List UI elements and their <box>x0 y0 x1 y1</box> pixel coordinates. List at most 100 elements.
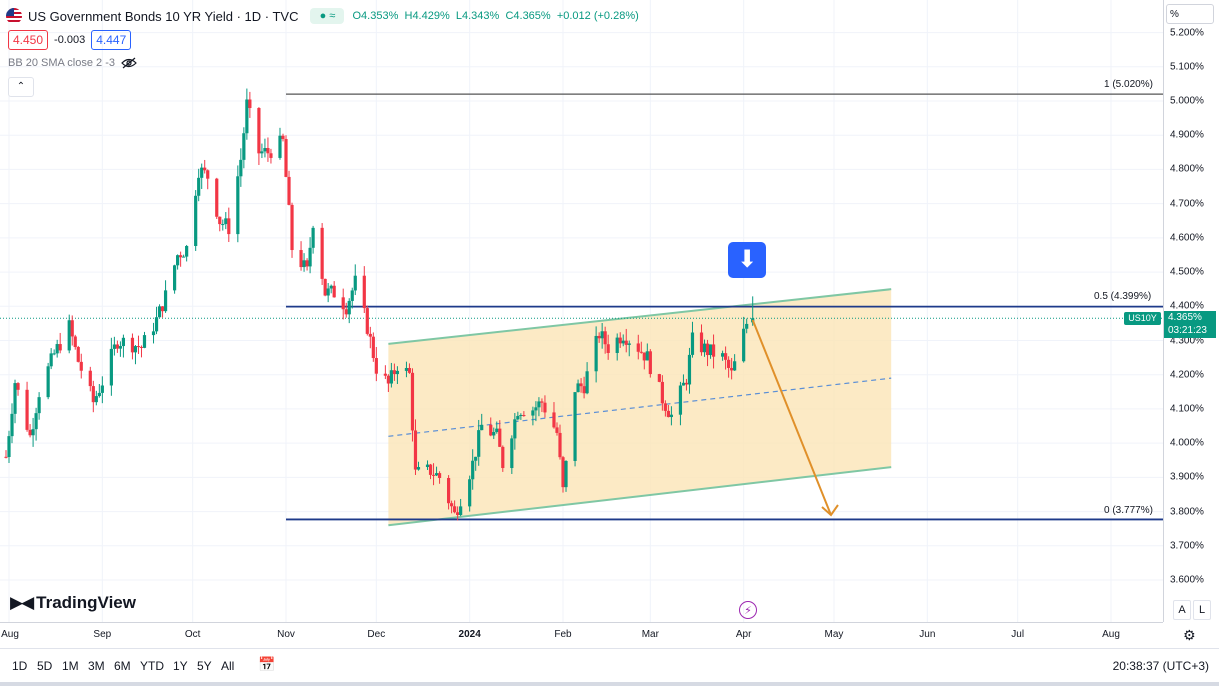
candle-body-2024-02-05 <box>573 392 577 461</box>
candle-body-2024-01-24 <box>537 401 541 408</box>
candle-body-2023-09-20 <box>157 306 162 318</box>
price-chart[interactable] <box>0 0 1163 622</box>
spread-value: -0.003 <box>54 34 86 46</box>
candle-body-2023-12-28 <box>456 512 460 515</box>
candle-body-2023-11-01 <box>284 139 288 177</box>
candle-body-2024-01-10 <box>495 428 499 433</box>
candle-body-2024-01-23 <box>534 407 538 411</box>
candle-body-2023-08-03 <box>13 383 17 414</box>
market-open-icon[interactable]: ● ≈ <box>310 8 345 24</box>
clock[interactable]: 20:38:37 (UTC+3) <box>1112 659 1209 673</box>
candle-body-2024-03-04 <box>657 374 661 382</box>
candle-body-2024-03-20 <box>705 343 710 356</box>
candle-body-2023-09-05 <box>112 344 116 349</box>
time-axis[interactable]: Aug Sep Oct Nov Dec 2024 Feb Mar Apr May Jun Jul Aug <box>0 622 1163 649</box>
range-button-1m[interactable]: 1M <box>62 659 79 673</box>
channel-lower-line <box>388 466 892 527</box>
candle-body-2023-09-29 <box>185 246 189 257</box>
candle-body-2023-08-02 <box>10 413 14 437</box>
range-button-5y[interactable]: 5Y <box>197 659 212 673</box>
candle-body-2023-10-05 <box>203 167 207 171</box>
candle-body-2024-03-26 <box>724 353 728 360</box>
candle-body-2023-08-30 <box>94 396 98 403</box>
candle-body-2024-01-04 <box>477 430 481 457</box>
candle-body-2023-12-26 <box>450 503 454 507</box>
candle-body-2023-09-11 <box>130 337 135 353</box>
candle-body-2024-02-02 <box>564 460 568 488</box>
price-tick-5: 4.100% <box>1170 403 1204 415</box>
arrow-down-icon[interactable]: ⬇ <box>728 242 766 278</box>
candle-body-2023-08-24 <box>76 347 80 362</box>
candle-body-2023-08-16 <box>52 353 56 355</box>
candle-body-2023-08-07 <box>25 389 29 430</box>
candle-body-2024-03-29 <box>733 361 737 371</box>
buy-button[interactable]: 4.447 <box>91 30 132 50</box>
symbol-title[interactable]: US Government Bonds 10 YR Yield · 1D · T… <box>28 8 299 24</box>
candle-body-2024-03-21 <box>708 344 713 356</box>
bar-countdown: 03:21:23 <box>1168 325 1207 336</box>
collapse-legend-button[interactable]: ⌃ <box>8 77 34 97</box>
candle-body-2024-02-22 <box>624 340 628 345</box>
candle-body-2023-08-28 <box>88 370 92 387</box>
candle-body-2023-11-15 <box>326 288 330 296</box>
price-tick-10: 4.600% <box>1170 232 1204 244</box>
candle-body-2023-12-01 <box>374 358 378 374</box>
candle-body-2024-03-18 <box>699 332 704 353</box>
candle-body-2024-02-07 <box>579 383 583 387</box>
candle-body-2023-10-24 <box>260 151 264 154</box>
candle-body-2024-01-01 <box>468 479 472 507</box>
candle-body-2024-01-05 <box>480 424 484 431</box>
chart-area[interactable] <box>0 0 1163 622</box>
price-tick-13: 4.900% <box>1170 129 1204 141</box>
candle-body-2024-03-11 <box>678 385 683 415</box>
candle-body-2023-09-07 <box>118 346 123 349</box>
candle-body-2024-01-25 <box>540 401 544 403</box>
candle-body-2023-09-25 <box>173 265 177 291</box>
candle-body-2024-02-06 <box>576 383 580 393</box>
axis-unit-box[interactable]: % <box>1166 4 1214 24</box>
candle-body-2023-12-15 <box>416 467 421 470</box>
candle-body-2024-03-13 <box>684 382 689 385</box>
candle-body-2024-03-15 <box>690 332 695 355</box>
candle-body-2024-02-21 <box>621 340 625 344</box>
logo-text: TradingView <box>36 593 136 612</box>
candle-body-2023-12-18 <box>425 464 430 468</box>
gear-icon[interactable]: ⚙ <box>1183 627 1196 643</box>
range-button-all[interactable]: All <box>221 659 235 673</box>
indicator-legend[interactable]: BB 20 SMA close 2 -3 <box>8 57 137 69</box>
tradingview-logo: ▶◀ TradingView <box>10 593 136 613</box>
candle-body-2023-09-13 <box>136 346 141 348</box>
candle-body-2024-03-07 <box>666 410 670 418</box>
candle-body-2024-02-15 <box>603 331 607 345</box>
fib-label-0.5: 0.5 (4.399%) <box>1094 291 1152 302</box>
candle-body-2024-01-15 <box>510 438 514 469</box>
auto-scale-button[interactable]: A <box>1173 600 1191 620</box>
sell-button[interactable]: 4.450 <box>8 30 49 50</box>
price-tick-8: 4.400% <box>1170 300 1204 312</box>
candle-body-2023-12-29 <box>459 506 463 515</box>
candle-body-2024-03-14 <box>687 354 692 385</box>
event-lightning-icon[interactable]: ⚡ <box>739 601 757 619</box>
range-button-1d[interactable]: 1D <box>12 659 28 673</box>
range-button-3m[interactable]: 3M <box>88 659 105 673</box>
range-button-ytd[interactable]: YTD <box>140 659 164 673</box>
candle-body-2023-12-13 <box>410 372 415 431</box>
candle-body-2023-10-20 <box>248 99 252 109</box>
candle-body-2023-10-23 <box>257 108 261 154</box>
candle-body-2023-11-14 <box>323 278 327 296</box>
candle-body-2024-03-01 <box>648 351 652 375</box>
range-button-6m[interactable]: 6M <box>114 659 131 673</box>
log-scale-button[interactable]: L <box>1193 600 1211 620</box>
candle-body-2023-11-02 <box>287 176 291 205</box>
candle-body-2023-11-16 <box>329 285 333 289</box>
range-button-1y[interactable]: 1Y <box>173 659 188 673</box>
candle-body-2023-09-22 <box>163 290 168 312</box>
candle-body-2023-09-27 <box>179 255 183 258</box>
channel-middle-line <box>388 377 892 437</box>
candle-body-2024-01-26 <box>543 402 547 413</box>
candle-body-2023-10-09 <box>215 178 219 217</box>
calendar-range-icon[interactable]: 📅 <box>258 656 276 672</box>
eye-hidden-icon[interactable] <box>121 57 137 69</box>
candle-body-2023-12-25 <box>446 477 451 504</box>
range-button-5d[interactable]: 5D <box>37 659 53 673</box>
